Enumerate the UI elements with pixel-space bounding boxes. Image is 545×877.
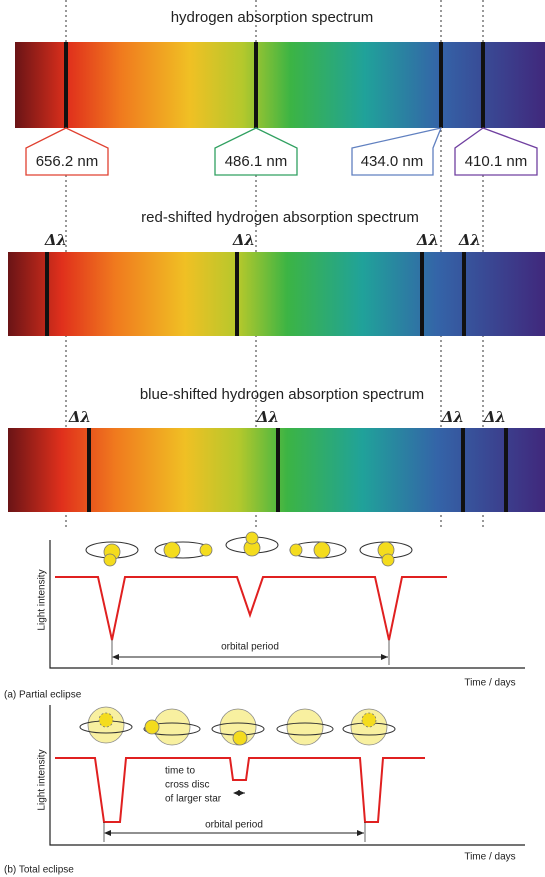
y-label: Light intensity: [37, 749, 48, 810]
delta-label: Δλ: [232, 231, 255, 249]
delta-label: Δλ: [256, 408, 279, 426]
delta-label: Δλ: [68, 408, 91, 426]
line-label: 486.1 nm: [225, 153, 288, 170]
x-label: Time / days: [464, 678, 515, 689]
stars: [104, 532, 394, 566]
period-label: orbital period: [221, 642, 279, 653]
note: of larger star: [165, 794, 222, 805]
delta-label: Δλ: [483, 408, 506, 426]
caption: (a) Partial eclipse: [4, 690, 82, 701]
note: cross disc: [165, 780, 209, 791]
delta-label: Δλ: [44, 231, 67, 249]
delta-label: Δλ: [416, 231, 439, 249]
y-label: Light intensity: [37, 569, 48, 630]
line-label: 434.0 nm: [361, 153, 424, 170]
note: time to: [165, 766, 195, 777]
spectrum-title: red-shifted hydrogen absorption spectrum: [141, 209, 419, 226]
total-eclipse-graph: orbital period time to cross disc of lar…: [4, 705, 525, 876]
x-label: Time / days: [464, 852, 515, 863]
spectrum-title: blue-shifted hydrogen absorption spectru…: [140, 386, 424, 403]
period-label: orbital period: [205, 820, 263, 831]
delta-label: Δλ: [458, 231, 481, 249]
partial-eclipse-graph: orbital period Light intensity Time / da…: [4, 532, 525, 701]
spectrum-bar: [15, 42, 545, 128]
delta-label: Δλ: [441, 408, 464, 426]
caption: (b) Total eclipse: [4, 865, 74, 876]
diagram: hydrogen absorption spectrum 656.2 nm 48…: [0, 0, 545, 877]
spectrum-title: hydrogen absorption spectrum: [171, 9, 374, 26]
line-label: 656.2 nm: [36, 153, 99, 170]
line-label: 410.1 nm: [465, 153, 528, 170]
